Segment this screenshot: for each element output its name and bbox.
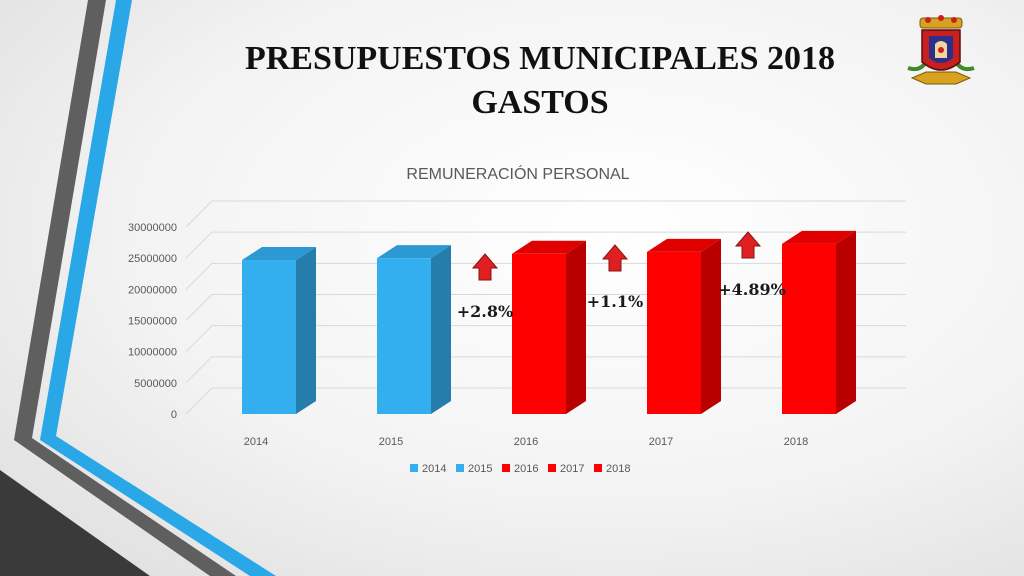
legend-swatch (502, 464, 510, 472)
decor-dark-stripe (0, 470, 150, 576)
legend-label: 2014 (422, 463, 446, 475)
bar-side (836, 230, 856, 414)
up-arrow-icon (471, 253, 499, 281)
page-subtitle: GASTOS (471, 84, 609, 121)
bar-side (296, 247, 316, 414)
growth-annotation: +1.1% (587, 292, 643, 311)
legend-item-2017: 2017 (548, 463, 584, 475)
y-tick-label: 20000000 (128, 284, 177, 296)
decor-gray-stripe (14, 0, 236, 576)
decor-blue-stripe (40, 0, 276, 576)
x-tick-label: 2018 (784, 436, 808, 448)
x-tick-label: 2015 (379, 436, 403, 448)
bars (242, 230, 856, 414)
growth-annotation: +2.8% (457, 302, 513, 321)
bar-top (242, 247, 316, 261)
gridline (185, 231, 906, 259)
x-tick-label: 2017 (649, 436, 673, 448)
legend: 2014 2015 2016 2017 2018 (410, 463, 630, 475)
bar-front (512, 253, 566, 414)
y-tick-label: 30000000 (128, 222, 177, 234)
bar-side (701, 238, 721, 414)
y-tick-label: 5000000 (134, 378, 177, 390)
legend-item-2018: 2018 (594, 463, 630, 475)
gridline (185, 200, 906, 228)
bar-2017 (647, 238, 721, 414)
bar-2014 (242, 247, 316, 414)
bar-top (512, 240, 586, 254)
bar-2015 (377, 245, 451, 414)
legend-swatch (410, 464, 418, 472)
x-tick-label: 2014 (244, 436, 268, 448)
legend-label: 2017 (560, 463, 584, 475)
legend-label: 2018 (606, 463, 630, 475)
bar-2018 (782, 230, 856, 414)
bar-top (377, 245, 451, 259)
growth-annotation: +4.89% (718, 280, 786, 299)
bar-top (647, 238, 721, 252)
bar-top (782, 230, 856, 244)
legend-swatch (456, 464, 464, 472)
legend-item-2016: 2016 (502, 463, 538, 475)
y-tick-label: 0 (171, 409, 177, 421)
x-tick-label: 2016 (514, 436, 538, 448)
up-arrow-icon (601, 244, 629, 272)
bar-side (431, 245, 451, 414)
bar-front (647, 251, 701, 414)
y-tick-label: 25000000 (128, 253, 177, 265)
x-axis: 2014 2015 2016 2017 2018 (244, 436, 808, 448)
up-arrow-icon (734, 231, 762, 259)
chart-title: REMUNERACIÓN PERSONAL (406, 164, 629, 183)
legend-swatch (548, 464, 556, 472)
legend-swatch (594, 464, 602, 472)
y-tick-label: 10000000 (128, 347, 177, 359)
bar-front (782, 243, 836, 414)
bar-front (377, 258, 431, 414)
legend-item-2014: 2014 (410, 463, 446, 475)
legend-item-2015: 2015 (456, 463, 492, 475)
legend-label: 2016 (514, 463, 538, 475)
municipal-coat-of-arms-icon (907, 15, 975, 85)
annotations: +2.8% +1.1% +4.89% (457, 231, 786, 321)
y-tick-label: 15000000 (128, 316, 177, 328)
y-axis: 0 5000000 10000000 15000000 20000000 25000000… (128, 222, 177, 421)
bar-front (242, 260, 296, 414)
legend-label: 2015 (468, 463, 492, 475)
bar-side (566, 240, 586, 414)
page-title: PRESUPUESTOS MUNICIPALES 2018 (244, 40, 836, 77)
bar-2016 (512, 240, 586, 414)
